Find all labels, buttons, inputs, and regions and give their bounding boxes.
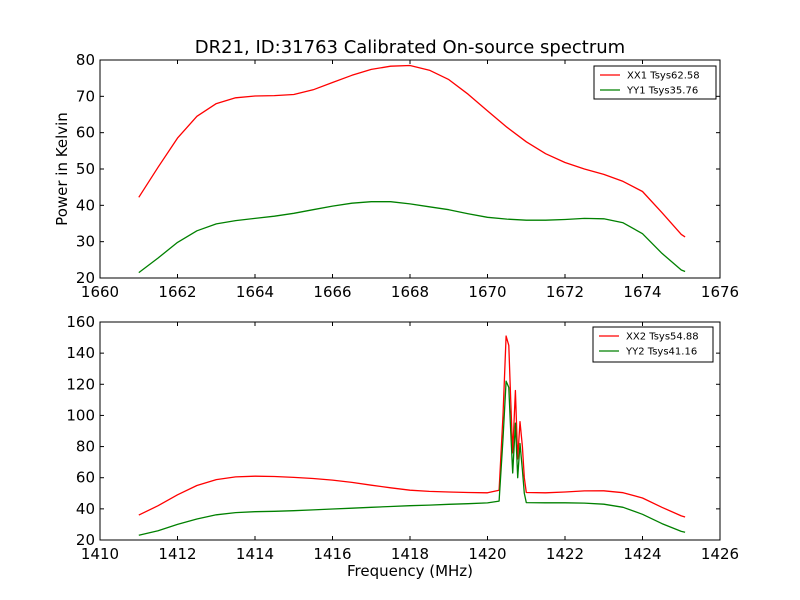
y-tick-label: 30 (76, 233, 95, 251)
x-tick-label: 1676 (701, 283, 739, 301)
y-tick-label: 20 (76, 269, 95, 287)
x-tick-label: 1424 (623, 545, 661, 563)
series-line-0-0 (138, 64, 686, 238)
x-tick-label: 1418 (391, 545, 429, 563)
x-tick-label: 1414 (236, 545, 274, 563)
x-tick-label: 1674 (623, 283, 661, 301)
y-tick-label: 60 (76, 469, 95, 487)
series-line-1-1 (138, 380, 686, 536)
y-tick-label: 40 (76, 500, 95, 518)
legend-box (592, 326, 714, 363)
x-tick-label: 1410 (81, 545, 119, 563)
legend-box (593, 65, 717, 100)
legend-entry-label: XX1 Tsys62.58 (627, 71, 700, 82)
x-tick-label: 1416 (313, 545, 351, 563)
y-tick-label: 160 (66, 313, 95, 331)
x-tick-label: 1412 (158, 545, 196, 563)
y-tick-label: 20 (76, 531, 95, 549)
series-line-0-1 (138, 201, 686, 274)
y-axis-label: Power in Kelvin (53, 112, 71, 226)
y-tick-label: 70 (76, 87, 95, 105)
x-axis-label: Frequency (MHz) (347, 562, 473, 580)
top-plot-panel: 1660 1662 1664 1666 1668 1670 1672 1674 1676 20 30… (53, 51, 739, 301)
x-tick-label: 1666 (313, 283, 351, 301)
x-tick-label: 1660 (81, 283, 119, 301)
x-tick-label: 1672 (546, 283, 584, 301)
x-tick-label: 1668 (391, 283, 429, 301)
legend-entry-label: YY1 Tsys35.76 (626, 86, 698, 97)
y-tick-label: 100 (66, 406, 95, 424)
bottom-plot-panel: 1410 1412 1414 1416 1418 1420 1422 1424 1426 20 40… (66, 313, 739, 580)
y-tick-label: 120 (66, 375, 95, 393)
legend-entry-label: YY2 Tsys41.16 (625, 347, 697, 358)
y-tick-label: 80 (76, 51, 95, 69)
x-tick-label: 1662 (158, 283, 196, 301)
x-tick-label: 1420 (468, 545, 506, 563)
x-tick-label: 1664 (236, 283, 274, 301)
y-tick-label: 60 (76, 124, 95, 142)
y-tick-label: 40 (76, 196, 95, 214)
legend-entry-label: XX2 Tsys54.88 (626, 332, 699, 343)
y-tick-label: 80 (76, 438, 95, 456)
x-tick-label: 1426 (701, 545, 739, 563)
series-line-1-0 (138, 335, 686, 518)
x-tick-label: 1422 (546, 545, 584, 563)
chart-title: DR21, ID:31763 Calibrated On-source spec… (195, 37, 625, 58)
y-tick-label: 50 (76, 160, 95, 178)
x-tick-label: 1670 (468, 283, 506, 301)
y-tick-label: 140 (66, 344, 95, 362)
